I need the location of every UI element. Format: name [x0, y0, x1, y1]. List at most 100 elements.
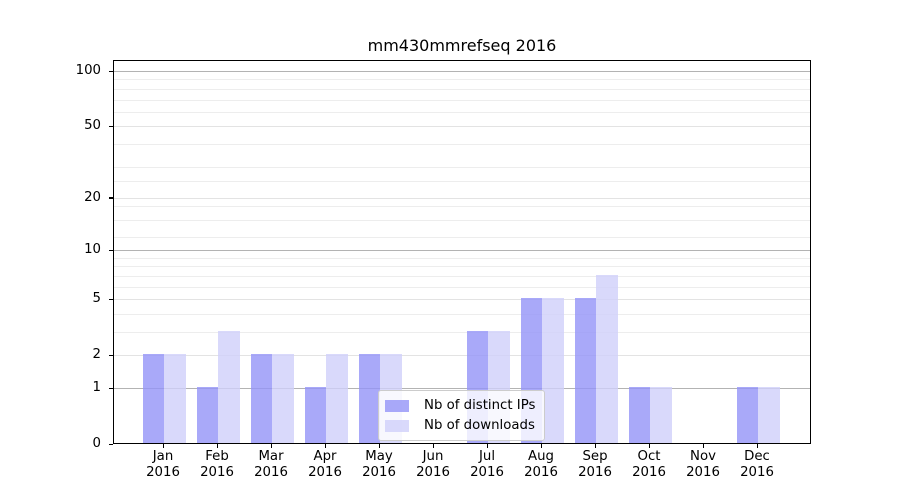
x-tick-month: May — [365, 449, 393, 464]
x-tick-year: 2016 — [200, 465, 234, 480]
legend-label: Nb of downloads — [424, 418, 535, 433]
legend-item: Nb of downloads — [385, 418, 535, 433]
x-tick-mark — [432, 444, 434, 448]
major-gridline — [114, 388, 810, 389]
x-tick-label: Oct 2016 — [619, 449, 679, 481]
y-tick-label: 10 — [84, 242, 101, 258]
x-tick-year: 2016 — [686, 465, 720, 480]
y-tick-mark — [108, 298, 113, 300]
x-tick-month: Jan — [152, 449, 174, 464]
gridline — [114, 126, 810, 128]
x-tick-label: Dec 2016 — [727, 449, 787, 481]
x-tick-mark — [756, 444, 758, 448]
x-tick-year: 2016 — [470, 465, 504, 480]
x-tick-mark — [486, 444, 488, 448]
bar-distinct-ips — [736, 387, 758, 443]
x-tick-month: Feb — [205, 449, 229, 464]
minor-gridline — [114, 111, 810, 113]
x-tick-label: May 2016 — [349, 449, 409, 481]
minor-gridline — [114, 88, 810, 90]
x-tick-mark — [648, 444, 650, 448]
x-tick-month: Jun — [422, 449, 444, 464]
minor-gridline — [114, 236, 810, 238]
minor-gridline — [114, 313, 810, 315]
x-tick-mark — [324, 444, 326, 448]
x-tick-label: Mar 2016 — [241, 449, 301, 481]
bar-distinct-ips — [628, 387, 650, 443]
bar-distinct-ips — [196, 387, 218, 443]
bar-distinct-ips — [142, 354, 164, 443]
x-tick-year: 2016 — [416, 465, 450, 480]
minor-gridline — [114, 219, 810, 221]
x-tick-mark — [378, 444, 380, 448]
x-tick-mark — [594, 444, 596, 448]
y-tick-label: 50 — [84, 118, 101, 134]
x-tick-year: 2016 — [632, 465, 666, 480]
minor-gridline — [114, 79, 810, 81]
minor-gridline — [114, 257, 810, 259]
y-tick-mark — [108, 354, 113, 356]
bar-downloads — [650, 387, 672, 443]
bar-downloads — [758, 387, 780, 443]
bar-distinct-ips — [574, 298, 596, 443]
x-tick-year: 2016 — [254, 465, 288, 480]
x-tick-month: Jul — [478, 449, 496, 464]
x-tick-label: Jul 2016 — [457, 449, 517, 481]
minor-gridline — [114, 143, 810, 145]
x-tick-year: 2016 — [740, 465, 774, 480]
bar-distinct-ips — [250, 354, 272, 443]
x-tick-year: 2016 — [308, 465, 342, 480]
legend-label: Nb of distinct IPs — [424, 398, 536, 413]
bar-distinct-ips — [304, 387, 326, 443]
major-gridline — [114, 250, 810, 252]
chart-title: mm430mmrefseq 2016 — [367, 36, 557, 55]
x-tick-label: Jan 2016 — [133, 449, 193, 481]
y-tick-label: 5 — [92, 291, 101, 307]
x-tick-mark — [270, 444, 272, 448]
bar-downloads — [218, 331, 240, 443]
minor-gridline — [114, 332, 810, 333]
legend-swatch-distinct-ips — [385, 399, 409, 412]
x-tick-month: Sep — [582, 449, 608, 464]
x-tick-mark — [216, 444, 218, 448]
minor-gridline — [114, 99, 810, 101]
y-tick-mark — [108, 197, 113, 199]
y-tick-mark — [108, 125, 113, 127]
bar-downloads — [596, 274, 618, 443]
y-tick-label: 0 — [92, 436, 101, 451]
x-tick-month: Nov — [690, 449, 716, 464]
bar-downloads — [542, 298, 564, 443]
minor-gridline — [114, 275, 810, 277]
legend-item: Nb of distinct IPs — [385, 398, 535, 413]
gridline — [114, 355, 810, 357]
x-tick-label: Nov 2016 — [673, 449, 733, 481]
x-tick-mark — [540, 444, 542, 448]
minor-gridline — [114, 166, 810, 168]
x-tick-label: Sep 2016 — [565, 449, 625, 481]
legend-swatch-downloads — [385, 419, 409, 432]
major-gridline — [114, 71, 810, 72]
y-tick-mark — [108, 249, 113, 251]
y-tick-label: 2 — [92, 347, 101, 363]
x-tick-month: Aug — [528, 449, 554, 464]
gridline — [114, 197, 810, 199]
x-tick-month: Apr — [313, 449, 337, 464]
x-tick-month: Dec — [744, 449, 770, 464]
legend: Nb of distinct IPs Nb of downloads — [378, 390, 546, 441]
y-tick-label: 100 — [75, 63, 101, 78]
y-tick-mark — [108, 443, 113, 445]
x-tick-year: 2016 — [146, 465, 180, 480]
x-tick-year: 2016 — [362, 465, 396, 480]
y-tick-label: 20 — [84, 189, 101, 205]
bar-distinct-ips — [358, 354, 380, 443]
x-tick-label: Feb 2016 — [187, 449, 247, 481]
bar-downloads — [164, 354, 186, 443]
minor-gridline — [114, 206, 810, 207]
x-tick-mark — [162, 444, 164, 448]
x-tick-label: Apr 2016 — [295, 449, 355, 481]
bar-downloads — [272, 354, 294, 443]
x-tick-month: Oct — [637, 449, 661, 464]
x-tick-label: Jun 2016 — [403, 449, 463, 481]
gridline — [114, 299, 810, 301]
